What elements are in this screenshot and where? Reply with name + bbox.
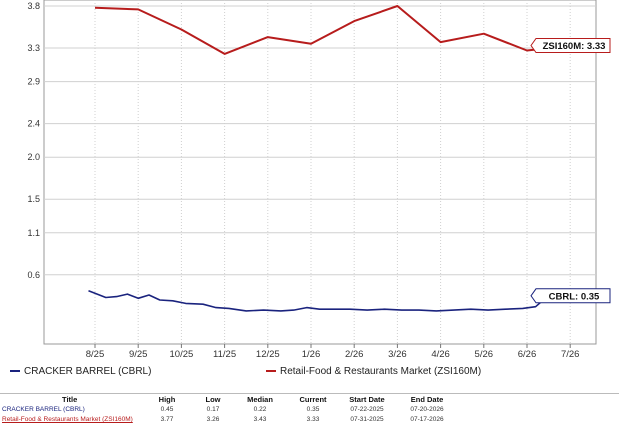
stats-row-zsi: Retail-Food & Restaurants Market (ZSI160… xyxy=(0,415,619,425)
row-current: 3.33 xyxy=(306,416,320,423)
series-line-cbrl xyxy=(88,290,575,312)
header-title: Title xyxy=(62,395,78,404)
x-tick-label: 6/26 xyxy=(518,349,537,360)
legend-swatch-zsi xyxy=(266,370,276,373)
y-axis-ticks: 3.8 3.3 2.9 2.4 2.0 1.5 1.1 0.6 xyxy=(27,1,40,280)
row-title[interactable]: Retail-Food & Restaurants Market (ZSI160… xyxy=(2,416,133,423)
header-current: Current xyxy=(299,395,327,404)
row-start-date: 07-31-2025 xyxy=(350,416,384,423)
x-tick-label: 10/25 xyxy=(170,349,194,360)
legend-item-zsi: Retail-Food & Restaurants Market (ZSI160… xyxy=(266,366,481,377)
y-tick-label: 1.5 xyxy=(27,194,40,204)
legend-item-cbrl: CRACKER BARREL (CBRL) xyxy=(10,366,151,377)
y-tick-label: 0.6 xyxy=(27,270,40,280)
row-start-date: 07-22-2025 xyxy=(350,406,384,413)
row-low: 3.26 xyxy=(206,416,220,423)
end-label-box xyxy=(530,37,611,53)
plot-area xyxy=(43,0,597,345)
x-tick-label: 2/26 xyxy=(345,349,364,360)
stats-row-cbrl: CRACKER BARREL (CBRL) 0.45 0.17 0.22 0.3… xyxy=(0,405,619,415)
legend-label-zsi: Retail-Food & Restaurants Market (ZSI160… xyxy=(280,366,482,377)
x-axis-ticks: 8/25 9/25 10/25 11/25 12/25 1/26 2/26 3/26 4/26 5… xyxy=(86,344,580,360)
row-low: 0.17 xyxy=(206,406,220,413)
header-low: Low xyxy=(205,395,221,404)
end-label-text: ZSI160M: 3.33 xyxy=(543,41,606,52)
end-label-zsi: ZSI160M: 3.33 xyxy=(530,37,611,53)
stats-table: Title High Low Median Current Start Date… xyxy=(0,393,619,425)
x-tick-label: 4/26 xyxy=(431,349,450,360)
end-label-box xyxy=(530,288,611,304)
x-tick-label: 8/25 xyxy=(86,349,105,360)
x-tick-label: 1/26 xyxy=(302,349,321,360)
gridlines xyxy=(44,0,596,344)
end-label-text: CBRL: 0.35 xyxy=(549,291,600,302)
series-line-zsi xyxy=(94,5,573,55)
ratio-line-chart: 3.8 3.3 2.9 2.4 2.0 1.5 1.1 0.6 8/25 9/25 10/25 11… xyxy=(27,0,611,360)
x-tick-label: 11/25 xyxy=(213,349,236,360)
y-tick-label: 1.1 xyxy=(27,228,40,238)
row-current: 0.35 xyxy=(306,406,320,413)
header-median: Median xyxy=(247,395,273,404)
x-tick-label: 3/26 xyxy=(388,349,407,360)
legend-label-cbrl: CRACKER BARREL (CBRL) xyxy=(24,366,152,377)
legend: CRACKER BARREL (CBRL) Retail-Food & Rest… xyxy=(10,366,610,380)
row-high: 0.45 xyxy=(160,406,174,413)
x-tick-label: 9/25 xyxy=(129,349,148,360)
y-tick-label: 2.9 xyxy=(27,77,40,87)
y-tick-label: 2.0 xyxy=(27,152,40,162)
end-labels: ZSI160M: 3.33 CBRL: 0.35 xyxy=(530,37,611,304)
series-lines xyxy=(88,5,575,312)
row-median: 3.43 xyxy=(253,416,267,423)
row-title[interactable]: CRACKER BARREL (CBRL) xyxy=(2,406,85,413)
row-median: 0.22 xyxy=(253,406,267,413)
header-high: High xyxy=(158,395,176,404)
y-tick-label: 3.8 xyxy=(27,1,40,11)
header-end-date: End Date xyxy=(410,395,444,404)
x-tick-label: 7/26 xyxy=(561,349,580,360)
header-start-date: Start Date xyxy=(349,395,385,404)
legend-swatch-cbrl xyxy=(10,370,20,373)
row-high: 3.77 xyxy=(160,416,174,423)
x-tick-label: 5/26 xyxy=(475,349,494,360)
y-tick-label: 3.3 xyxy=(27,43,40,53)
end-label-cbrl: CBRL: 0.35 xyxy=(530,288,611,304)
x-tick-label: 12/25 xyxy=(256,349,280,360)
row-end-date: 07-17-2026 xyxy=(410,416,444,423)
stats-header-row: Title High Low Median Current Start Date… xyxy=(0,394,619,405)
row-end-date: 07-20-2026 xyxy=(410,406,444,413)
y-tick-label: 2.4 xyxy=(27,119,40,129)
